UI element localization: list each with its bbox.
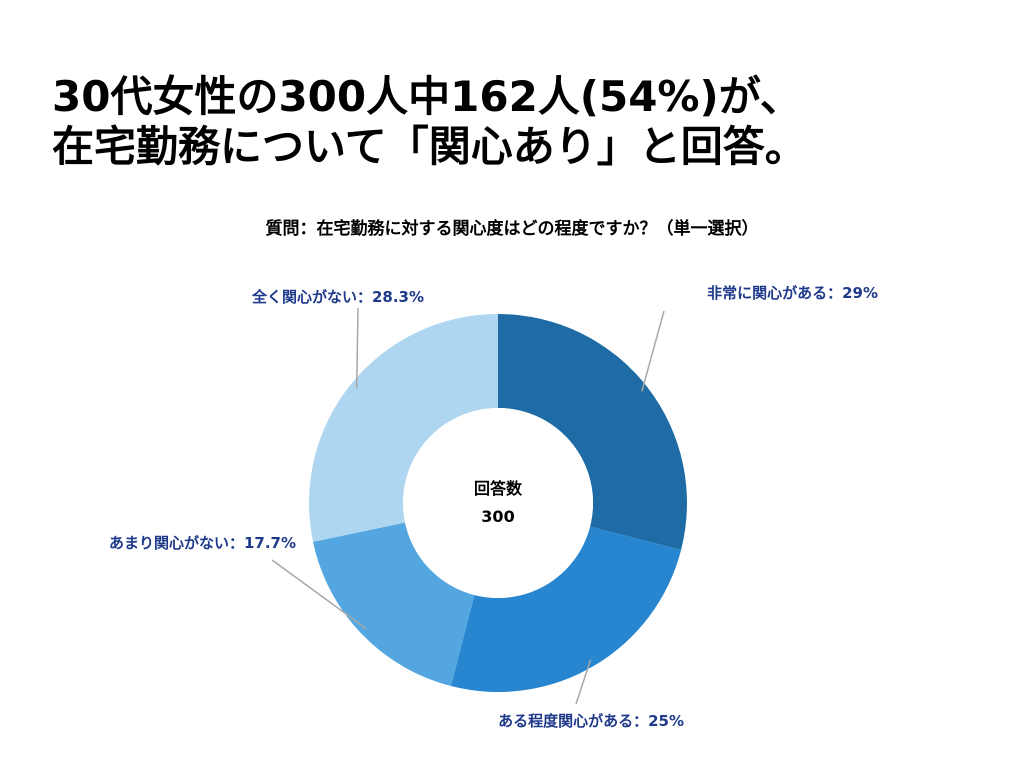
donut-slice-2 <box>450 526 682 692</box>
leader-line-4 <box>355 307 359 389</box>
slice-label-2: ある程度関心がある：25% <box>498 712 684 730</box>
slice-label-4: 全く関心がない：28.3% <box>251 288 424 306</box>
headline: 30代女性の300人中162人(54%)が、 在宅勤務について「関心あり」と回答… <box>52 72 992 172</box>
donut-slice-1 <box>498 314 687 551</box>
headline-line-1: 30代女性の300人中162人(54%)が、 <box>52 72 802 121</box>
slice-label-3: あまり関心がない：17.7% <box>109 534 296 552</box>
donut-slices <box>309 314 687 692</box>
slice-labels: 非常に関心がある：29% ある程度関心がある：25% あまり関心がない：17.7% 全… <box>109 284 878 730</box>
donut-slice-4 <box>309 314 498 542</box>
donut-hole <box>403 408 593 598</box>
question-text: 質問：在宅勤務に対する関心度はどの程度ですか？（単一選択） <box>265 219 759 239</box>
leader-line-1 <box>641 310 665 392</box>
headline-line-2: 在宅勤務について「関心あり」と回答。 <box>52 122 807 171</box>
leader-line-2 <box>575 659 592 705</box>
leader-lines <box>271 307 665 705</box>
center-label: 回答数 <box>474 479 523 498</box>
donut-slice-3 <box>313 522 475 687</box>
leader-line-3 <box>271 559 367 630</box>
center-value: 300 <box>481 507 514 526</box>
slice-label-1: 非常に関心がある：29% <box>707 284 878 302</box>
